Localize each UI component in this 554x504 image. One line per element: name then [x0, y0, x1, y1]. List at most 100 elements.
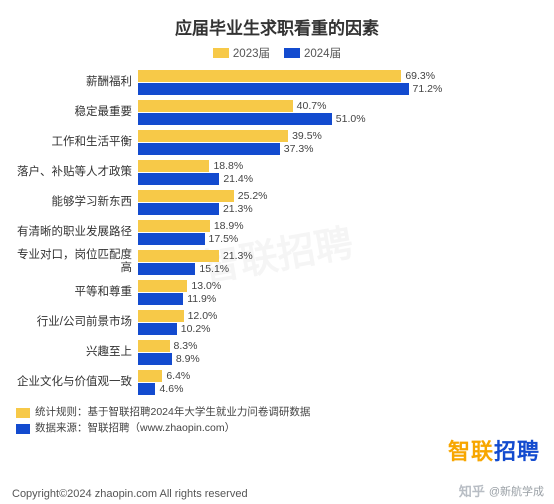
category-label: 专业对口，岗位匹配度高 — [16, 249, 138, 274]
bar-series-b — [138, 263, 195, 275]
bar-series-a — [138, 310, 184, 322]
bar-line-b: 11.9% — [138, 292, 538, 305]
footnote-text-1: 统计规则：基于智联招聘2024年大学生就业力问卷调研数据 — [35, 405, 310, 421]
bar-line-a: 39.5% — [138, 129, 538, 142]
brand-part2: 招聘 — [494, 439, 540, 464]
bar-series-a — [138, 100, 293, 112]
bar-value-a: 39.5% — [292, 130, 322, 142]
bar-line-b: 21.3% — [138, 202, 538, 215]
bar-value-b: 71.2% — [413, 83, 443, 95]
chart-rows: 薪酬福利69.3%71.2%稳定最重要40.7%51.0%工作和生活平衡39.5… — [16, 69, 538, 395]
bar-value-b: 37.3% — [284, 143, 314, 155]
legend-swatch-a — [213, 48, 229, 58]
category-row: 能够学习新东西25.2%21.3% — [16, 189, 538, 215]
footnote-1: 统计规则：基于智联招聘2024年大学生就业力问卷调研数据 — [16, 405, 538, 421]
category-label: 能够学习新东西 — [16, 196, 138, 209]
category-label: 落户、补贴等人才政策 — [16, 166, 138, 179]
legend: 2023届 2024届 — [16, 45, 538, 61]
category-row: 薪酬福利69.3%71.2% — [16, 69, 538, 95]
bar-value-b: 4.6% — [159, 383, 183, 395]
legend-swatch-b — [284, 48, 300, 58]
bar-line-a: 8.3% — [138, 339, 538, 352]
bar-value-b: 10.2% — [181, 323, 211, 335]
bar-value-b: 8.9% — [176, 353, 200, 365]
bar-series-a — [138, 340, 170, 352]
bars-area: 6.4%4.6% — [138, 369, 538, 395]
legend-item-2024: 2024届 — [284, 45, 341, 61]
bar-series-b — [138, 293, 183, 305]
brand-part1: 智联 — [448, 439, 494, 464]
bar-value-a: 12.0% — [188, 310, 218, 322]
legend-label-a: 2023届 — [233, 45, 270, 61]
copyright-text: Copyright©2024 zhaopin.com All rights re… — [12, 488, 248, 500]
bar-line-a: 21.3% — [138, 249, 538, 262]
bar-series-b — [138, 173, 219, 185]
bar-series-a — [138, 220, 210, 232]
footnotes: 统计规则：基于智联招聘2024年大学生就业力问卷调研数据 数据来源：智联招聘（w… — [16, 405, 538, 437]
bar-series-b — [138, 323, 177, 335]
bar-series-a — [138, 190, 234, 202]
bar-value-a: 69.3% — [405, 70, 435, 82]
bar-series-b — [138, 203, 219, 215]
bar-series-b — [138, 233, 205, 245]
bars-area: 12.0%10.2% — [138, 309, 538, 335]
category-label: 行业/公司前景市场 — [16, 316, 138, 329]
bar-line-a: 25.2% — [138, 189, 538, 202]
bar-line-b: 17.5% — [138, 232, 538, 245]
bar-series-b — [138, 83, 409, 95]
bar-line-a: 69.3% — [138, 69, 538, 82]
bar-series-b — [138, 383, 155, 395]
bar-line-a: 13.0% — [138, 279, 538, 292]
bar-value-b: 21.4% — [223, 173, 253, 185]
category-label: 平等和尊重 — [16, 286, 138, 299]
bar-value-a: 13.0% — [191, 280, 221, 292]
bar-line-a: 40.7% — [138, 99, 538, 112]
category-row: 兴趣至上8.3%8.9% — [16, 339, 538, 365]
bar-series-b — [138, 353, 172, 365]
bar-value-a: 18.9% — [214, 220, 244, 232]
category-label: 工作和生活平衡 — [16, 136, 138, 149]
category-row: 专业对口，岗位匹配度高21.3%15.1% — [16, 249, 538, 275]
bar-value-a: 6.4% — [166, 370, 190, 382]
bar-value-a: 25.2% — [238, 190, 268, 202]
bar-line-b: 10.2% — [138, 322, 538, 335]
bars-area: 69.3%71.2% — [138, 69, 538, 95]
bar-value-b: 11.9% — [187, 293, 216, 305]
bar-line-b: 15.1% — [138, 262, 538, 275]
legend-item-2023: 2023届 — [213, 45, 270, 61]
bar-series-a — [138, 250, 219, 262]
category-row: 工作和生活平衡39.5%37.3% — [16, 129, 538, 155]
bar-line-b: 4.6% — [138, 382, 538, 395]
bar-series-a — [138, 70, 401, 82]
zhihu-attrib: 知乎 @新航学成 — [459, 481, 544, 500]
category-row: 行业/公司前景市场12.0%10.2% — [16, 309, 538, 335]
category-row: 企业文化与价值观一致6.4%4.6% — [16, 369, 538, 395]
bar-series-b — [138, 143, 280, 155]
bars-area: 25.2%21.3% — [138, 189, 538, 215]
bar-value-b: 15.1% — [199, 263, 229, 275]
zhihu-handle: @新航学成 — [489, 483, 544, 499]
bars-area: 39.5%37.3% — [138, 129, 538, 155]
bar-line-a: 12.0% — [138, 309, 538, 322]
footnote-swatch-b — [16, 424, 30, 434]
bar-line-b: 51.0% — [138, 112, 538, 125]
bars-area: 8.3%8.9% — [138, 339, 538, 365]
bar-value-a: 21.3% — [223, 250, 253, 262]
brand-logo: 智联招聘 — [448, 434, 540, 466]
bar-series-b — [138, 113, 332, 125]
bar-series-a — [138, 370, 162, 382]
chart-title: 应届毕业生求职看重的因素 — [16, 14, 538, 39]
bars-area: 21.3%15.1% — [138, 249, 538, 275]
bar-line-b: 71.2% — [138, 82, 538, 95]
bar-value-b: 21.3% — [223, 203, 253, 215]
bar-series-a — [138, 160, 209, 172]
zhihu-logo-icon: 知乎 — [459, 481, 485, 500]
category-row: 落户、补贴等人才政策18.8%21.4% — [16, 159, 538, 185]
bar-line-b: 37.3% — [138, 142, 538, 155]
category-label: 有清晰的职业发展路径 — [16, 226, 138, 239]
category-label: 兴趣至上 — [16, 346, 138, 359]
bars-area: 18.8%21.4% — [138, 159, 538, 185]
category-row: 有清晰的职业发展路径 18.9%17.5% — [16, 219, 538, 245]
category-label: 企业文化与价值观一致 — [16, 376, 138, 389]
category-row: 平等和尊重 13.0%11.9% — [16, 279, 538, 305]
